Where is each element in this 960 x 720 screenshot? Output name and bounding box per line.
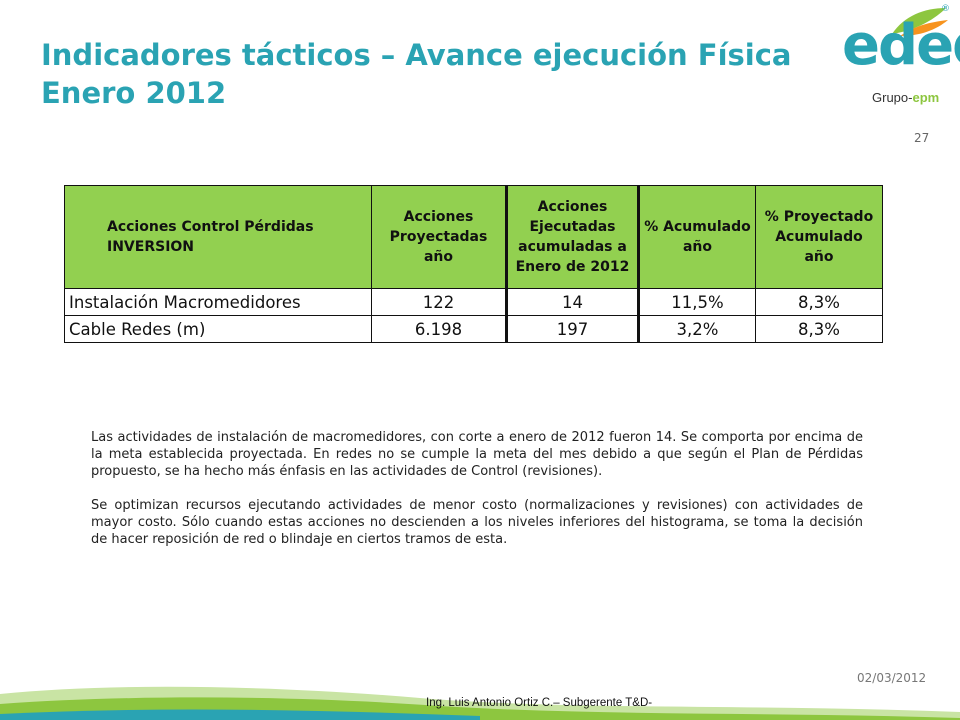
logo-group-suffix: epm xyxy=(912,90,940,105)
row-label: Instalación Macromedidores xyxy=(64,288,372,316)
logo-brand-text: edeq xyxy=(842,13,960,78)
footer-date: 02/03/2012 xyxy=(857,671,927,685)
cell-acumulado: 11,5% xyxy=(638,288,756,316)
table-row: Instalación Macromedidores 122 14 11,5% … xyxy=(64,288,883,316)
body-paragraph-2: Se optimizan recursos ejecutando activid… xyxy=(91,498,863,547)
row-label: Cable Redes (m) xyxy=(64,315,372,343)
leaf-logo-icon xyxy=(892,8,948,36)
table-header-row: Acciones Control Pérdidas INVERSION Acci… xyxy=(64,185,883,289)
cell-proyectadas: 6.198 xyxy=(371,315,508,343)
slide-title: Indicadores tácticos – Avance ejecución … xyxy=(41,36,821,112)
logo-group-prefix: Grupo- xyxy=(872,90,913,105)
body-text: Las actividades de instalación de macrom… xyxy=(91,429,863,565)
cell-proyectado: 8,3% xyxy=(755,288,883,316)
page-number: 27 xyxy=(914,131,930,145)
logo-group-text: Grupo-epm xyxy=(872,90,939,105)
footer-wave-decoration xyxy=(0,686,960,720)
header-acumulado: % Acumulado año xyxy=(638,185,756,289)
cell-acumulado: 3,2% xyxy=(638,315,756,343)
header-acciones-ejecutadas: Acciones Ejecutadas acumuladas a Enero d… xyxy=(506,185,640,289)
registered-mark: ® xyxy=(941,4,950,14)
edeq-logo: edeq ® Grupo-epm xyxy=(832,4,960,108)
footer-author: Ing. Luis Antonio Ortiz C.– Subgerente T… xyxy=(426,697,653,709)
cell-ejecutadas: 14 xyxy=(506,288,640,316)
indicators-table: Acciones Control Pérdidas INVERSION Acci… xyxy=(64,185,883,343)
body-paragraph-1: Las actividades de instalación de macrom… xyxy=(91,430,863,479)
slide-title-line1: Indicadores tácticos – Avance ejecución … xyxy=(41,38,792,72)
cell-ejecutadas: 197 xyxy=(506,315,640,343)
table-row: Cable Redes (m) 6.198 197 3,2% 8,3% xyxy=(64,315,883,343)
slide-title-line2: Enero 2012 xyxy=(41,76,227,110)
header-acciones-control: Acciones Control Pérdidas INVERSION xyxy=(64,185,372,289)
header-proyectado-acumulado: % Proyectado Acumulado año xyxy=(755,185,883,289)
header-acciones-proyectadas: Acciones Proyectadas año xyxy=(371,185,508,289)
cell-proyectadas: 122 xyxy=(371,288,508,316)
cell-proyectado: 8,3% xyxy=(755,315,883,343)
